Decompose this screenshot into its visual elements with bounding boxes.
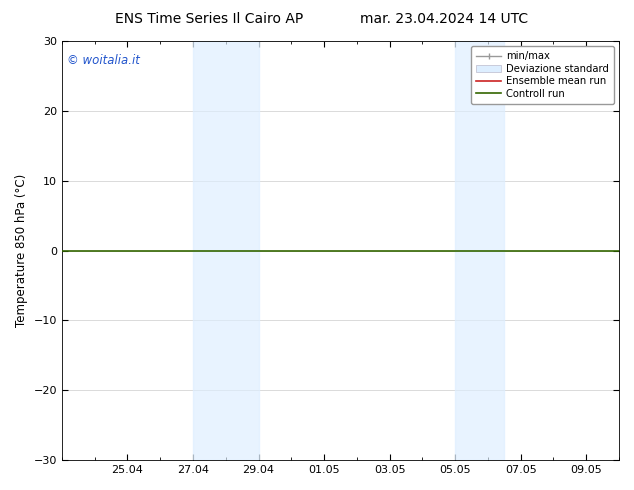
Bar: [193, 41, 259, 460]
Bar: [455, 41, 504, 460]
Y-axis label: Temperature 850 hPa (°C): Temperature 850 hPa (°C): [15, 174, 28, 327]
Legend: min/max, Deviazione standard, Ensemble mean run, Controll run: min/max, Deviazione standard, Ensemble m…: [471, 46, 614, 103]
Text: mar. 23.04.2024 14 UTC: mar. 23.04.2024 14 UTC: [359, 12, 528, 26]
Text: © woitalia.it: © woitalia.it: [67, 53, 140, 67]
Text: ENS Time Series Il Cairo AP: ENS Time Series Il Cairo AP: [115, 12, 303, 26]
